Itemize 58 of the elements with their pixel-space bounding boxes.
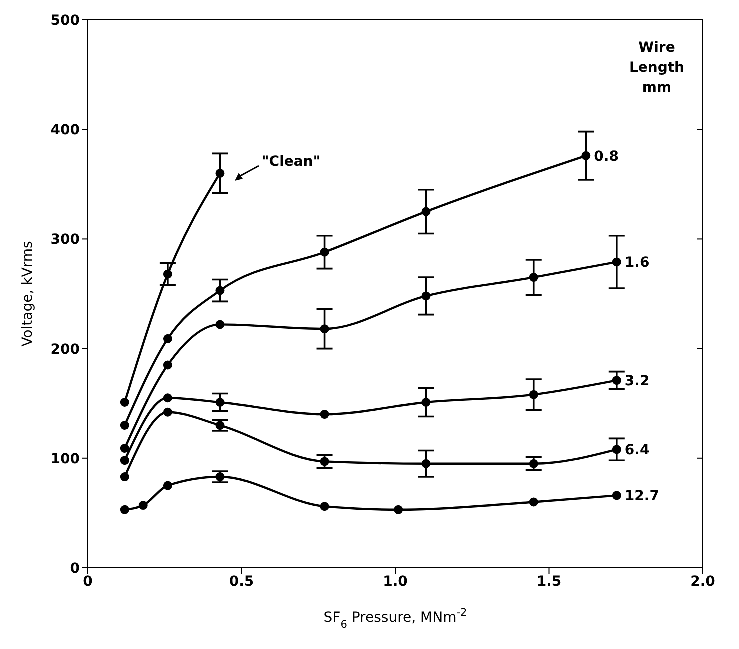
point	[422, 398, 431, 408]
y-tick-label: 300	[50, 232, 80, 248]
series-label: 3.2	[624, 374, 650, 390]
x-tick-label: 0.5	[229, 574, 254, 590]
y-tick-label: 0	[70, 560, 80, 577]
point	[163, 394, 172, 403]
point	[120, 421, 130, 430]
point	[612, 376, 622, 386]
point	[422, 207, 431, 216]
point	[216, 421, 225, 430]
point	[529, 498, 538, 507]
point	[120, 398, 130, 408]
point	[163, 481, 172, 490]
x-tick-label: 2.0	[690, 574, 716, 590]
point	[320, 502, 330, 512]
point	[120, 505, 130, 514]
point	[163, 360, 172, 370]
x-tick-label: 0	[83, 574, 94, 590]
y-axis-title: Voltage, kVrms	[20, 241, 36, 347]
point	[120, 456, 130, 466]
series-label: 1.6	[624, 255, 650, 272]
point	[163, 408, 172, 417]
point	[612, 491, 622, 500]
point	[529, 273, 538, 282]
point	[120, 472, 130, 482]
point	[582, 151, 591, 160]
point	[216, 320, 225, 330]
series-label: 6.4	[624, 442, 650, 459]
y-tick-label: 200	[50, 342, 80, 358]
y-tick-label: 500	[50, 12, 80, 29]
point	[120, 444, 130, 454]
legend-title: Wire Length mm	[628, 39, 686, 98]
point	[394, 505, 404, 514]
y-tick-label: 400	[50, 122, 80, 139]
point	[320, 324, 330, 334]
series-label: 12.7	[624, 488, 660, 505]
point	[529, 390, 538, 400]
y-tick-label: 100	[50, 451, 80, 468]
point	[163, 334, 172, 344]
point	[422, 292, 431, 301]
point	[422, 459, 431, 468]
point	[216, 398, 225, 408]
point	[163, 270, 172, 279]
x-tick-label: 1.5	[536, 574, 562, 590]
point	[529, 459, 538, 468]
point	[216, 286, 225, 296]
annotation: "Clean"	[262, 154, 321, 170]
point	[216, 168, 225, 178]
point	[138, 501, 148, 510]
point	[320, 457, 330, 466]
point	[320, 248, 330, 257]
series-label: 0.8	[594, 148, 619, 165]
x-axis-title: SF$_{6}$ Pressure, MNm$^{-2}$	[324, 607, 468, 631]
point	[612, 258, 622, 267]
point	[320, 410, 330, 420]
point	[216, 472, 225, 482]
x-tick-label: 1.0	[383, 574, 408, 590]
point	[612, 445, 622, 454]
